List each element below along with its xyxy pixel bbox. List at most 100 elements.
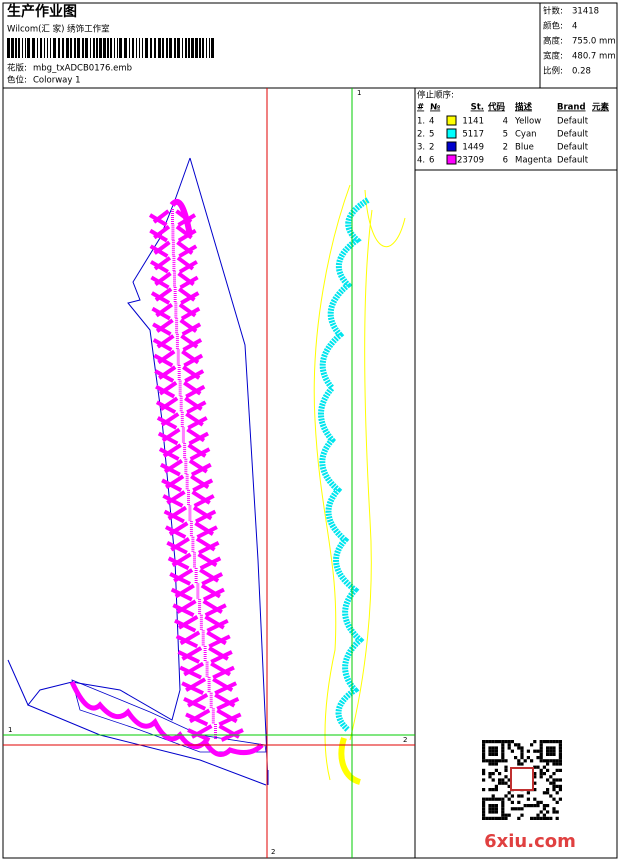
- qr-cell: [549, 749, 553, 753]
- qr-cell: [558, 788, 562, 792]
- qr-cell: [507, 813, 511, 817]
- qr-cell: [517, 794, 521, 798]
- qr-cell: [514, 807, 518, 811]
- qr-cell: [507, 797, 511, 801]
- row-brand: Default: [557, 143, 589, 153]
- qr-cell: [546, 746, 550, 750]
- qr-cell: [488, 746, 492, 750]
- bar: [136, 38, 137, 58]
- qr-cell: [482, 772, 486, 776]
- qr-cell: [533, 797, 537, 801]
- qr-cell: [558, 768, 562, 772]
- qr-cell: [494, 816, 498, 820]
- qr-cell: [546, 740, 550, 744]
- qr-cell: [555, 759, 559, 763]
- row-brand: Default: [557, 117, 589, 127]
- qr-cell: [546, 810, 550, 814]
- qr-cell: [494, 749, 498, 753]
- bar: [191, 38, 194, 58]
- row-code: 4: [503, 117, 508, 127]
- bar: [158, 38, 161, 58]
- qr-cell: [498, 740, 502, 744]
- qr-cell: [542, 816, 546, 820]
- qr-cell: [539, 775, 543, 779]
- design-file: mbg_txADCB0176.emb: [33, 64, 132, 74]
- qr-cell: [558, 797, 562, 801]
- qr-cell: [498, 797, 502, 801]
- qr-cell: [546, 762, 550, 766]
- magenta-chevron: [159, 459, 212, 477]
- qr-cell: [501, 756, 505, 760]
- bar: [154, 38, 156, 58]
- qr-cell: [491, 762, 495, 766]
- qr-cell: [517, 746, 521, 750]
- row-needle: 5: [429, 130, 434, 140]
- qr-cell: [520, 752, 524, 756]
- qr-cell: [482, 810, 486, 814]
- bar: [99, 38, 102, 58]
- bar: [25, 38, 26, 58]
- qr-cell: [488, 816, 492, 820]
- bar: [206, 38, 207, 58]
- qr-cell: [482, 749, 486, 753]
- qr-cell: [536, 765, 540, 769]
- qr-cell: [491, 772, 495, 776]
- qr-cell: [552, 810, 556, 814]
- bar: [77, 38, 80, 58]
- qr-cell: [488, 797, 492, 801]
- row-code: 2: [503, 143, 508, 153]
- qr-cell: [542, 759, 546, 763]
- qr-cell: [536, 800, 540, 804]
- magenta-chevron: [167, 552, 222, 571]
- qr-cell: [501, 813, 505, 817]
- bar: [142, 38, 143, 58]
- row-code: 6: [503, 156, 508, 166]
- qr-cell: [485, 816, 489, 820]
- qr-cell: [549, 752, 553, 756]
- qr-cell: [494, 797, 498, 801]
- qr-cell: [482, 807, 486, 811]
- magenta-chevron: [170, 583, 225, 602]
- magenta-chevron: [154, 365, 205, 383]
- bar: [27, 38, 30, 58]
- row-stitches: 23709: [457, 156, 484, 166]
- qr-cell: [558, 778, 562, 782]
- bar: [177, 38, 180, 58]
- qr-cell: [555, 778, 559, 782]
- title: 生产作业图: [7, 3, 77, 20]
- qr-cell: [482, 778, 486, 782]
- qr-cell: [510, 807, 514, 811]
- bar: [129, 38, 130, 58]
- qr-cell: [542, 807, 546, 811]
- bar: [22, 38, 23, 58]
- qr-cell: [501, 807, 505, 811]
- magenta-chevron: [149, 256, 198, 274]
- qr-cell: [494, 759, 498, 763]
- bar: [93, 38, 95, 58]
- qr-cell: [491, 778, 495, 782]
- qr-cell: [501, 749, 505, 753]
- bar: [145, 38, 148, 58]
- qr-cell: [552, 784, 556, 788]
- magenta-chevron: [156, 412, 208, 430]
- qr-cell: [482, 800, 486, 804]
- qr-cell: [549, 759, 553, 763]
- qr-cell: [488, 759, 492, 763]
- colorway-label: 色位:: [7, 75, 27, 86]
- qr-cell: [501, 759, 505, 763]
- qr-cell: [482, 740, 486, 744]
- color-swatch: [446, 128, 457, 139]
- qr-cell: [539, 743, 543, 747]
- qr-cell: [498, 781, 502, 785]
- qr-cell: [542, 791, 546, 795]
- bar: [44, 38, 45, 58]
- bar: [62, 38, 64, 58]
- qr-cell: [485, 759, 489, 763]
- qr-cell: [491, 740, 495, 744]
- qr-cell: [546, 752, 550, 756]
- qr-cell: [523, 759, 527, 763]
- qr-cell: [552, 788, 556, 792]
- qr-cell: [494, 807, 498, 811]
